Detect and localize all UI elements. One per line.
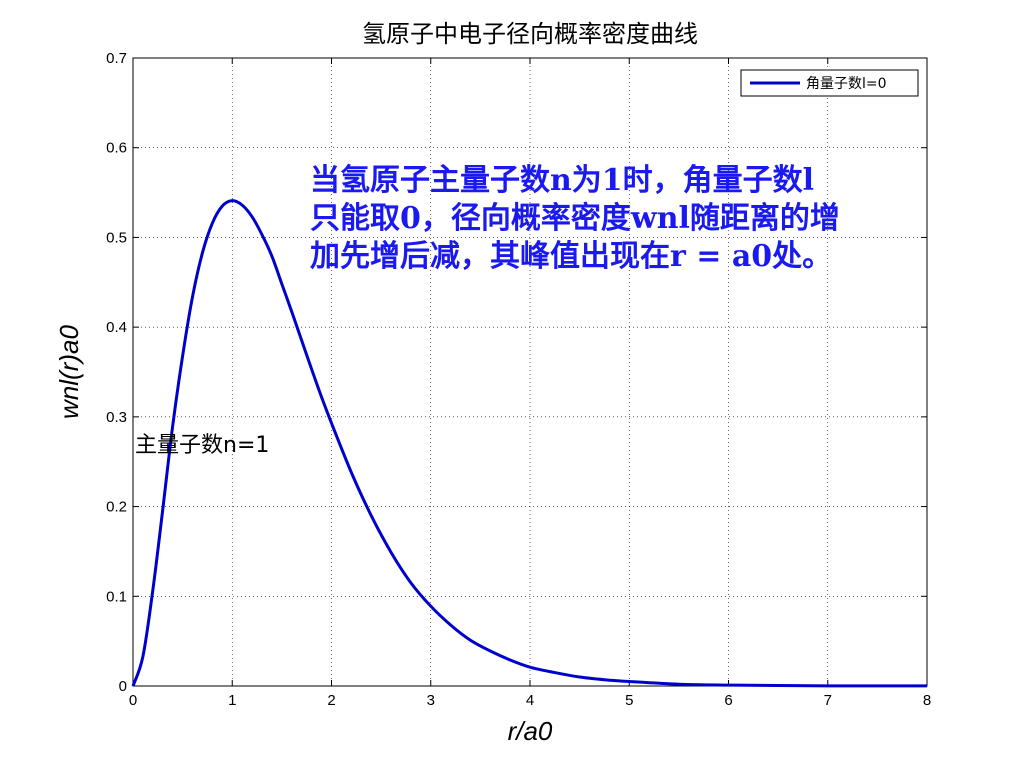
plot-area-frame: [132, 57, 928, 687]
y-tick-label: 0.2: [106, 499, 127, 516]
y-tick-label: 0.7: [106, 50, 127, 67]
y-tick-label: 0.3: [106, 409, 127, 426]
grid-lines: [133, 58, 927, 686]
x-tick-label: 2: [327, 692, 335, 709]
chart-title: 氢原子中电子径向概率密度曲线: [362, 20, 698, 48]
axis-ticks: 0 1 2 3 4 5 6 7 8 0 0.1 0.2 0.3 0.4 0.5 0.6 0.7: [106, 50, 931, 709]
y-tick-label: 0.5: [106, 229, 127, 246]
x-tick-label: 1: [228, 692, 236, 709]
y-tick-label: 0.4: [106, 319, 127, 336]
annotation-line-1: 当氢原子主量子数n为1时，角量子数l: [310, 163, 814, 198]
x-tick-label: 0: [129, 692, 137, 709]
legend-label: 角量子数l=0: [806, 76, 887, 92]
x-tick-label: 6: [724, 692, 732, 709]
x-tick-label: 3: [427, 692, 435, 709]
y-axis-label: wnl(r)a0: [54, 325, 84, 419]
y-tick-label: 0.1: [106, 588, 127, 605]
y-tick-label: 0.6: [106, 140, 127, 157]
x-tick-label: 4: [526, 692, 534, 709]
x-tick-label: 8: [923, 692, 931, 709]
x-axis-label: r/a0: [508, 716, 553, 746]
annotation-line-2: 只能取0，径向概率密度wnl随距离的增: [310, 201, 840, 236]
annotation-principal-quantum: 主量子数n=1: [135, 433, 269, 458]
annotation-line-3: 加先增后减，其峰值出现在r = a0处。: [310, 239, 832, 274]
series-line: [131, 199, 928, 688]
x-tick-label: 7: [824, 692, 832, 709]
y-tick-label: 0: [119, 678, 127, 695]
x-tick-label: 5: [625, 692, 633, 709]
legend: 角量子数l=0: [740, 69, 919, 97]
